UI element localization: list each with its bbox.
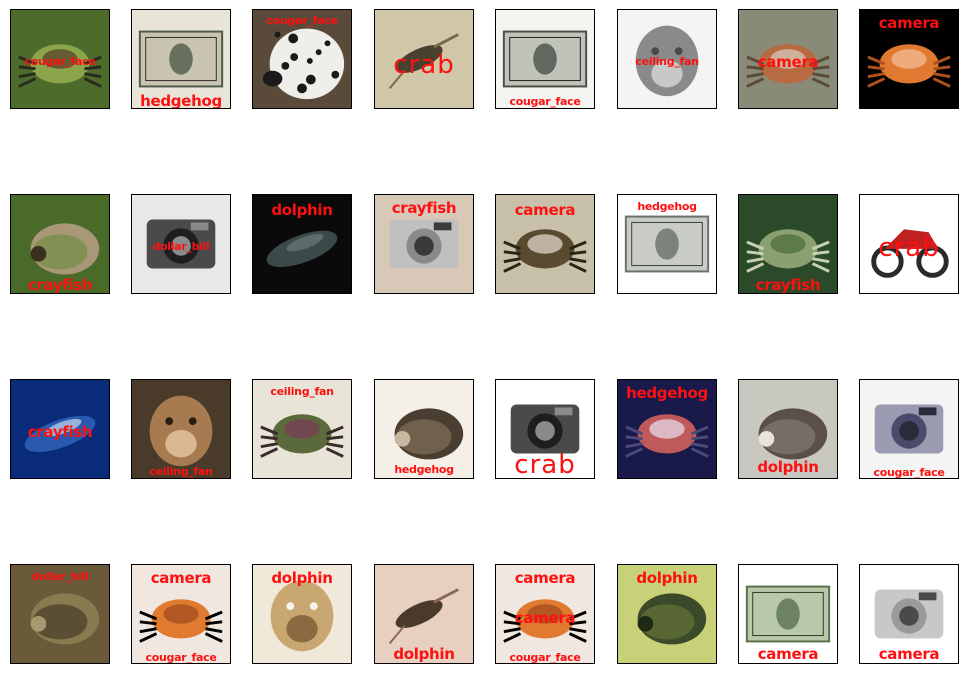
image-tile: camera — [495, 194, 595, 294]
predicted-label: camera — [150, 569, 212, 587]
predicted-label: dolphin — [757, 458, 819, 476]
photo-thumbnail — [618, 10, 716, 108]
photo-thumbnail — [496, 10, 594, 108]
image-tile: hedgehog — [617, 379, 717, 479]
predicted-label: camera — [757, 53, 819, 71]
photo-thumbnail — [860, 10, 958, 108]
photo-thumbnail — [375, 10, 473, 108]
photo-thumbnail — [11, 380, 109, 478]
predicted-label: camera — [514, 569, 576, 587]
image-tile: ceiling_fan — [252, 379, 352, 479]
photo-thumbnail — [860, 565, 958, 663]
image-tile: hedgehog — [617, 194, 717, 294]
predicted-label: ceiling_fan — [635, 55, 699, 68]
predicted-label: hedgehog — [637, 200, 697, 213]
photo-thumbnail — [11, 195, 109, 293]
image-tile: dollar_bill — [10, 564, 110, 664]
photo-thumbnail — [253, 10, 351, 108]
photo-thumbnail — [253, 565, 351, 663]
image-tile: hedgehog — [131, 9, 231, 109]
photo-thumbnail — [860, 195, 958, 293]
photo-thumbnail — [132, 10, 230, 108]
predicted-label: crayfish — [27, 423, 93, 441]
secondary-label: cougar_face — [145, 651, 217, 664]
photo-thumbnail — [253, 380, 351, 478]
photo-thumbnail — [496, 195, 594, 293]
predicted-label: ceiling_fan — [270, 385, 334, 398]
image-tile: cougar_face — [859, 379, 959, 479]
predicted-label: crayfish — [27, 276, 93, 294]
photo-thumbnail — [11, 565, 109, 663]
predicted-label: dolphin — [271, 201, 333, 219]
predicted-label: crab — [514, 450, 576, 479]
predicted-label: crab — [393, 50, 455, 80]
predicted-label: dollar_bill — [152, 240, 210, 253]
predicted-label: dollar_bill — [31, 570, 89, 583]
predicted-label: dolphin — [393, 645, 455, 663]
photo-thumbnail — [860, 380, 958, 478]
photo-thumbnail — [132, 195, 230, 293]
predicted-label: dolphin — [636, 569, 698, 587]
image-tile: dollar_bill — [131, 194, 231, 294]
image-tile: cougar_face — [495, 9, 595, 109]
image-tile: dolphin — [252, 194, 352, 294]
image-tile: crayfish — [10, 194, 110, 294]
image-tile: ceiling_fan — [131, 379, 231, 479]
predicted-label: camera — [878, 14, 940, 32]
tertiary-label: cougar_face — [509, 651, 581, 664]
image-tile: crab — [859, 194, 959, 294]
photo-thumbnail — [739, 380, 837, 478]
image-tile: crayfish — [10, 379, 110, 479]
photo-thumbnail — [132, 565, 230, 663]
image-tile: camera cougar_face — [131, 564, 231, 664]
predicted-label: hedgehog — [140, 92, 222, 109]
photo-thumbnail — [375, 195, 473, 293]
image-tile: camera — [738, 564, 838, 664]
image-tile: cougar_face — [252, 9, 352, 109]
predicted-label: camera — [878, 645, 940, 663]
image-tile: crab — [374, 9, 474, 109]
image-tile: dolphin — [617, 564, 717, 664]
image-tile: cougar_face — [10, 9, 110, 109]
predicted-label: cougar_face — [24, 55, 96, 68]
image-tile: crayfish — [374, 194, 474, 294]
photo-thumbnail — [739, 195, 837, 293]
image-tile: dolphin — [374, 564, 474, 664]
photo-thumbnail — [618, 565, 716, 663]
secondary-label: camera — [514, 609, 576, 627]
photo-thumbnail — [618, 195, 716, 293]
predicted-label: dolphin — [271, 569, 333, 587]
predicted-label: cougar_face — [873, 466, 945, 479]
photo-thumbnail — [253, 195, 351, 293]
predicted-label: camera — [514, 201, 576, 219]
photo-thumbnail — [11, 10, 109, 108]
predicted-label: cougar_face — [509, 95, 581, 108]
predicted-label: crayfish — [755, 276, 821, 294]
image-tile: ceiling_fan — [617, 9, 717, 109]
photo-thumbnail — [739, 565, 837, 663]
photo-thumbnail — [739, 10, 837, 108]
predicted-label: cougar_face — [266, 14, 338, 27]
image-tile: camera — [859, 564, 959, 664]
image-tile: camera camera cougar_face — [495, 564, 595, 664]
photo-thumbnail — [496, 565, 594, 663]
predicted-label: ceiling_fan — [149, 465, 213, 478]
photo-thumbnail — [375, 380, 473, 478]
image-tile: hedgehog — [374, 379, 474, 479]
image-tile: crab — [495, 379, 595, 479]
photo-thumbnail — [618, 380, 716, 478]
predicted-label: hedgehog — [626, 384, 708, 402]
predicted-label: hedgehog — [394, 463, 454, 476]
image-tile: camera — [859, 9, 959, 109]
predicted-label: crayfish — [391, 199, 457, 217]
image-tile: dolphin — [252, 564, 352, 664]
photo-thumbnail — [496, 380, 594, 478]
predicted-label: crab — [878, 233, 940, 263]
image-tile: crayfish — [738, 194, 838, 294]
image-tile: camera — [738, 9, 838, 109]
photo-thumbnail — [375, 565, 473, 663]
predicted-label: camera — [757, 645, 819, 663]
image-tile: dolphin — [738, 379, 838, 479]
photo-thumbnail — [132, 380, 230, 478]
